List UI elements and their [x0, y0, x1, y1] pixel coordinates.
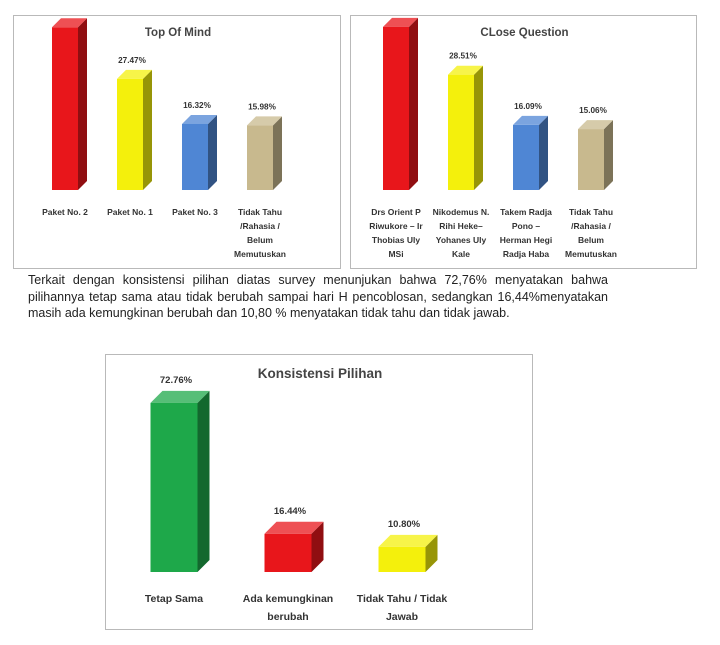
bar-top — [150, 390, 210, 403]
bar-side — [409, 17, 418, 191]
category-label-line: Yohanes Uly — [436, 235, 487, 245]
data-label: 15.98% — [248, 102, 276, 111]
category-label: Tetap Sama — [145, 593, 203, 605]
data-label: 16.44% — [274, 506, 307, 517]
category-label-line: Memutuskan — [234, 249, 286, 259]
category-label: Ada kemungkinan berubah — [243, 593, 333, 623]
bar-top — [513, 115, 548, 125]
category-label-line: /Rahasia / — [240, 221, 280, 231]
bar — [383, 26, 409, 191]
category-label: Drs Orient P Riwukore – Ir Thobias Uly MSi — [369, 207, 423, 259]
category-label: Tidak Tahu/Rahasia / Belum Memutuskan — [234, 207, 286, 259]
bar-top — [117, 69, 152, 79]
close-question-chart: CLose Question40.34%Drs Orient PRiwukore… — [350, 15, 697, 269]
bar — [117, 78, 143, 190]
bar-side — [78, 18, 87, 191]
category-label-line: Rihi Heke– — [439, 221, 483, 231]
category-label-line: Takem Radja — [500, 207, 552, 217]
category-label-line: Drs Orient P — [371, 207, 421, 217]
bar-top — [383, 17, 418, 27]
close-question-chart-svg: CLose Question40.34%Drs Orient PRiwukore… — [369, 17, 617, 259]
category-label: Paket No. 1 — [107, 207, 153, 217]
bar-side — [208, 114, 217, 190]
bar-side — [539, 115, 548, 190]
bar — [378, 546, 426, 572]
bar — [247, 125, 273, 190]
category-label: Tidak Tahu/Rahasia / Belum Memutuskan — [565, 207, 617, 259]
bar-side — [197, 390, 210, 572]
bar-side — [273, 116, 282, 190]
bar-side — [143, 69, 152, 190]
data-label: 16.32% — [183, 101, 211, 110]
bar-top — [448, 65, 483, 75]
category-label: Paket No. 3 — [172, 207, 218, 217]
category-label: Takem Radja Pono – Herman Hegi Radja Haba — [500, 207, 552, 259]
data-label: 27.47% — [118, 56, 146, 65]
category-label-line: Pono – — [512, 221, 541, 231]
bar — [264, 533, 312, 572]
bar-side — [474, 65, 483, 190]
bar — [150, 402, 198, 572]
category-label-line: Belum — [247, 235, 273, 245]
category-label-line: /Rahasia / — [571, 221, 611, 231]
data-label: 15.06% — [579, 106, 607, 115]
konsistensi-pilihan-chart: Konsistensi Pilihan 72.76% Tetap Sama 16.44… — [105, 354, 533, 630]
bar-side — [425, 534, 438, 572]
chart-title: Konsistensi Pilihan — [258, 366, 383, 381]
category-label-line: Kale — [452, 249, 470, 259]
bar — [513, 124, 539, 190]
bar-top — [182, 114, 217, 124]
bar — [448, 74, 474, 190]
bar-side — [604, 120, 613, 190]
bar — [52, 27, 78, 191]
bar — [182, 123, 208, 190]
category-label-line: Jawab — [386, 611, 418, 623]
bar-top — [264, 521, 324, 534]
bar-top — [247, 116, 282, 126]
category-label-line: Nikodemus N. — [433, 207, 490, 217]
category-label-line: MSi — [388, 249, 403, 259]
category-label-line: Paket No. 3 — [172, 207, 218, 217]
category-label-line: Radja Haba — [503, 249, 550, 259]
category-label: Nikodemus N. Rihi Heke– Yohanes Uly Kale — [433, 207, 490, 259]
bar-top — [52, 18, 87, 28]
category-label: Paket No. 2 — [42, 207, 88, 217]
konsistensi-pilihan-chart-svg: Konsistensi Pilihan 72.76% Tetap Sama 16.44… — [145, 366, 448, 623]
category-label-line: Riwukore – Ir — [369, 221, 423, 231]
data-label: 72.76% — [160, 375, 193, 386]
category-label-line: berubah — [267, 611, 308, 623]
category-label-line: Thobias Uly — [372, 235, 420, 245]
category-label-line: Paket No. 1 — [107, 207, 153, 217]
bar-side — [311, 521, 324, 572]
bar-top — [578, 120, 613, 130]
bar — [578, 129, 604, 190]
top-of-mind-chart: Top Of Mind40.23%Paket No. 227.47%Paket … — [13, 15, 341, 269]
survey-paragraph: Terkait dengan konsistensi pilihan diata… — [28, 273, 608, 321]
category-label-line: Paket No. 2 — [42, 207, 88, 217]
data-label: 28.51% — [449, 52, 477, 61]
category-label-line: Tetap Sama — [145, 593, 203, 605]
data-label: 10.80% — [388, 519, 421, 530]
category-label: Tidak Tahu / Tidak Jawab — [357, 593, 448, 623]
category-label-line: Ada kemungkinan — [243, 593, 333, 605]
chart-title: Top Of Mind — [145, 27, 211, 39]
category-label-line: Tidak Tahu — [238, 207, 282, 217]
chart-title: CLose Question — [480, 27, 568, 39]
data-label: 16.09% — [514, 102, 542, 111]
category-label-line: Tidak Tahu — [569, 207, 613, 217]
category-label-line: Tidak Tahu / Tidak — [357, 593, 448, 605]
top-of-mind-chart-svg: Top Of Mind40.23%Paket No. 227.47%Paket … — [42, 18, 286, 259]
category-label-line: Memutuskan — [565, 249, 617, 259]
category-label-line: Belum — [578, 235, 604, 245]
bar-top — [378, 534, 438, 547]
category-label-line: Herman Hegi — [500, 235, 552, 245]
